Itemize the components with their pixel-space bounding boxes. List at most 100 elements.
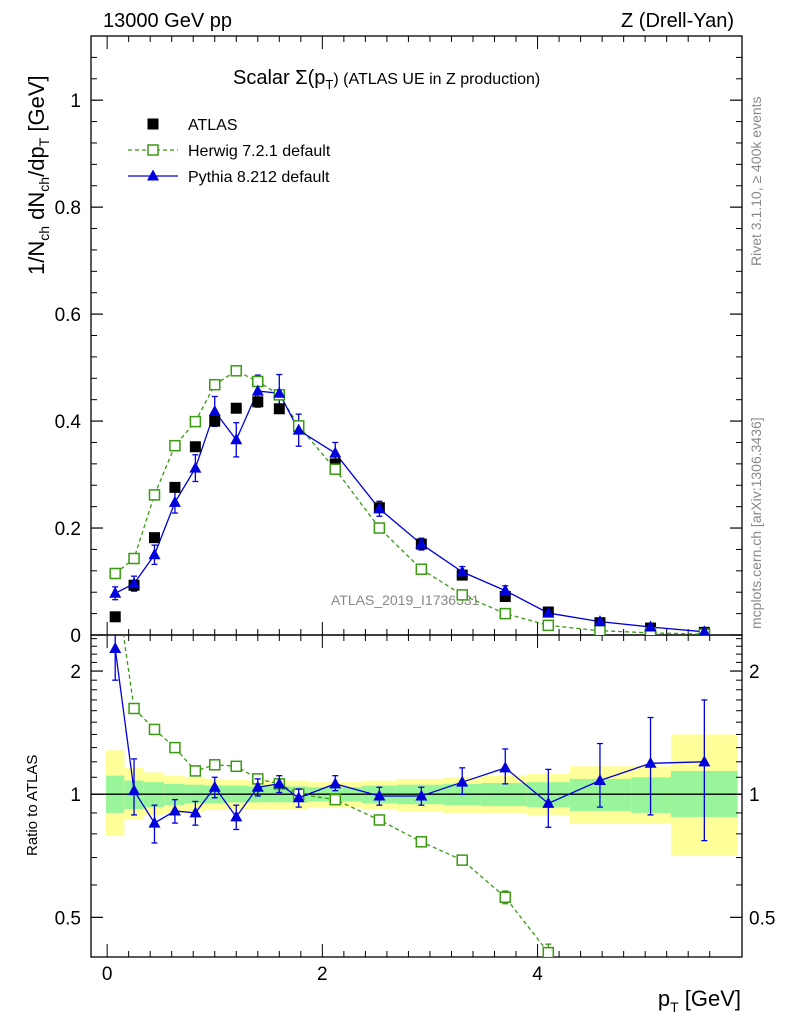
- ylabel-part-b: dN: [24, 192, 49, 226]
- ylabel-part-a: 1/N: [24, 241, 49, 275]
- legend: ATLAS Herwig 7.2.1 default Pythia 8.212 de…: [128, 117, 331, 186]
- herwig-main-point: [208, 378, 221, 391]
- pythia-ratio-point: [456, 775, 469, 787]
- atlas-point: [499, 590, 511, 602]
- ylabel-sub-a: ch: [36, 226, 52, 241]
- pythia-ratio-point: [208, 780, 221, 792]
- pythia-ratio-point: [542, 796, 555, 808]
- pythia-main-point: [329, 446, 342, 458]
- pythia-main-point: [644, 620, 657, 632]
- herwig-main-point: [542, 619, 555, 632]
- x-tick-label: 2: [317, 964, 328, 985]
- plot-title-sub: T: [325, 77, 333, 92]
- main-y-tick-label: 0.4: [55, 412, 82, 433]
- axes-ticks: 0 0.2 0.4 0.6 0.8 1 0 2 4 0.5 0.5 1 1 2 2: [55, 36, 775, 985]
- plot-title: Scalar Σ(pT) (ATLAS UE in Z production): [233, 67, 540, 92]
- main-y-tick-label: 0.8: [55, 198, 81, 219]
- pythia-main-point: [189, 461, 202, 473]
- pythia-main-point: [109, 586, 122, 598]
- herwig-main-point: [456, 589, 468, 601]
- herwig-main-point: [499, 607, 512, 620]
- pythia-main-point: [208, 404, 221, 416]
- xlabel-sub: T: [670, 999, 679, 1015]
- herwig-ratio-point: [415, 836, 428, 848]
- pythia-ratio-point: [189, 806, 202, 818]
- herwig-main-point: [373, 522, 386, 534]
- legend-marker: [147, 144, 159, 156]
- pythia-main-point: [499, 584, 512, 596]
- atlas-point: [230, 402, 242, 414]
- pythia-main-point: [699, 625, 710, 635]
- herwig-main-point: [594, 624, 606, 635]
- pythia-ratio-point: [168, 804, 181, 816]
- ratio-y-tick-label-left: 2: [70, 662, 81, 683]
- ylabel-part-d: [GeV]: [24, 75, 49, 137]
- x-axis-label: pT [GeV]: [658, 986, 741, 1015]
- rivet-info: Rivet 3.1.10, ≥ 400k events: [748, 96, 764, 266]
- pythia-ratio-point: [499, 761, 512, 773]
- main-y-tick-label: 0: [70, 626, 81, 647]
- herwig-main-point: [415, 563, 428, 575]
- atlas-point: [109, 611, 121, 623]
- ratio-y-tick-label-right: 0.5: [749, 908, 775, 929]
- pythia-ratio-point: [128, 784, 141, 796]
- main-y-tick-label: 1: [70, 91, 81, 112]
- pythia-main-point: [273, 386, 286, 398]
- pythia-ratio-point: [148, 816, 161, 828]
- atlas-point: [209, 415, 221, 427]
- xlabel-rest: [GeV]: [679, 986, 741, 1011]
- herwig-ratio-point: [128, 702, 140, 715]
- herwig-main-point: [189, 415, 202, 428]
- pythia-ratio-point: [644, 756, 657, 768]
- ratio-y-axis-label: Ratio to ATLAS: [24, 755, 41, 856]
- pythia-main-point: [593, 615, 606, 627]
- herwig-main-point: [329, 463, 342, 475]
- atlas-point: [189, 441, 201, 453]
- pythia-main-point: [456, 565, 469, 577]
- ratio-y-tick-label-left: 0.5: [55, 908, 81, 929]
- pythia-ratio-point: [698, 755, 711, 767]
- herwig-ratio-point: [148, 723, 161, 736]
- pythia-main-point: [373, 502, 386, 514]
- header-energy: 13000 GeV pp: [103, 10, 232, 32]
- pythia-ratio-point: [273, 777, 286, 789]
- x-tick-label: 4: [532, 964, 543, 985]
- pythia-main-point: [415, 537, 428, 549]
- pythia-ratio-point: [230, 810, 243, 822]
- herwig-main-point: [148, 489, 161, 501]
- herwig-ratio-point: [208, 759, 221, 771]
- pythia-main-point: [251, 384, 264, 396]
- mcplots-info: mcplots.cern.ch [arXiv:1306.3436]: [748, 417, 764, 629]
- pythia-ratio-point: [415, 789, 428, 801]
- legend-marker: [147, 169, 159, 181]
- main-series-layer: [109, 365, 711, 635]
- pythia-ratio-point: [251, 780, 264, 792]
- ylabel-sub-b: ch: [36, 177, 52, 192]
- herwig-ratio-point: [499, 891, 512, 903]
- main-y-tick-label: 0.2: [55, 519, 81, 540]
- herwig-ratio-point: [169, 741, 181, 754]
- pythia-ratio-point: [329, 777, 342, 789]
- herwig-ratio-line: [122, 635, 549, 954]
- ylabel-part-c: /dp: [24, 146, 49, 177]
- legend-label: Pythia 8.212 default: [188, 169, 330, 186]
- herwig-ratio-point: [456, 854, 468, 866]
- pythia-ratio-point: [593, 774, 606, 786]
- atlas-point: [148, 532, 160, 544]
- main-y-axis-label: 1/Nch dNch/dpT [GeV]: [24, 75, 52, 275]
- herwig-ratio-point: [230, 760, 243, 773]
- pythia-main-point: [292, 423, 305, 435]
- herwig-ratio-point: [189, 765, 202, 777]
- pythia-ratio-point: [373, 789, 386, 801]
- atlas-point: [252, 396, 264, 408]
- x-tick-label: 0: [102, 964, 113, 985]
- herwig-main-point: [128, 552, 140, 565]
- ylabel-sub-c: T: [36, 137, 52, 146]
- pythia-main-point: [148, 548, 161, 560]
- herwig-main-point: [109, 567, 121, 580]
- legend-label: Herwig 7.2.1 default: [188, 143, 331, 160]
- pythia-main-point: [230, 433, 243, 445]
- herwig-ratio-point: [329, 793, 342, 806]
- herwig-ratio-point: [373, 814, 386, 826]
- atlas-point: [169, 481, 181, 493]
